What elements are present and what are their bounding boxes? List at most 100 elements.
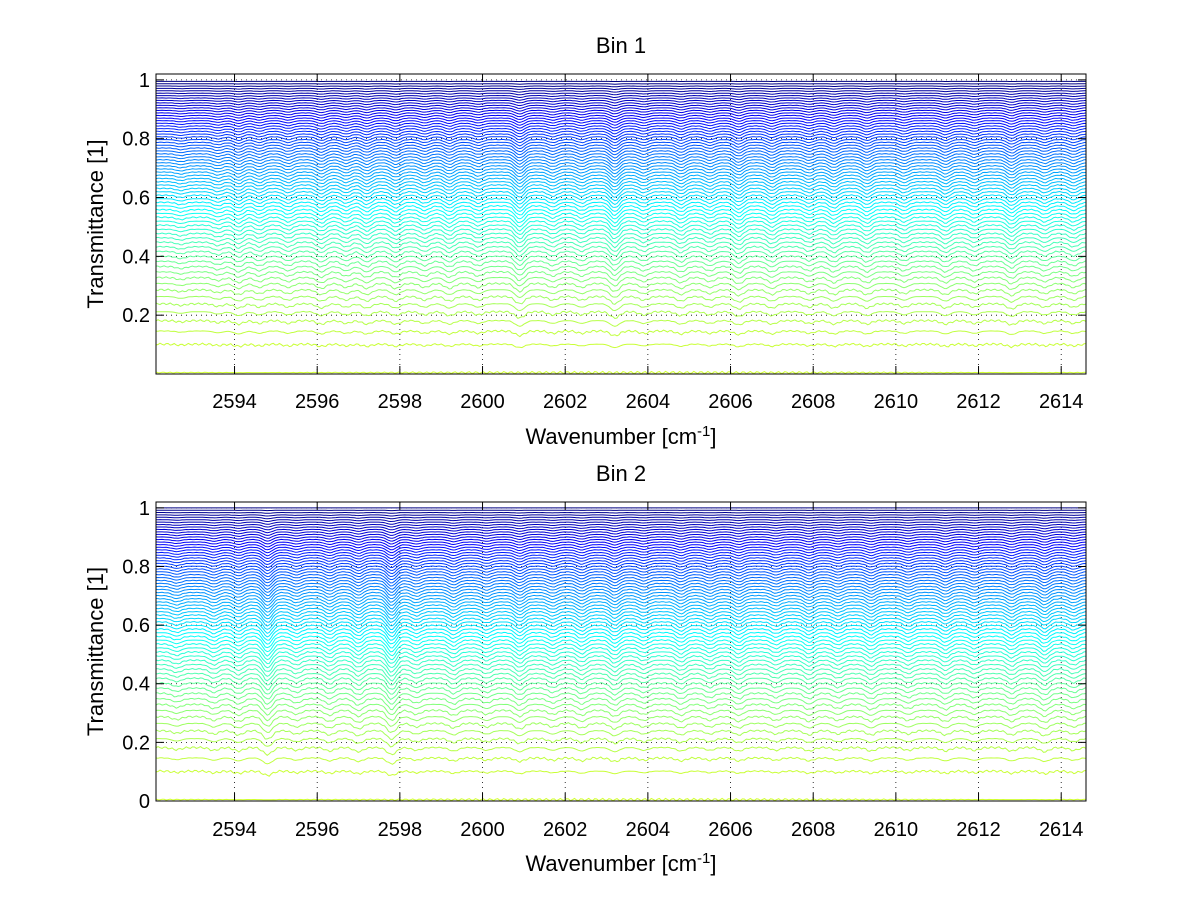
chart-title: Bin 2 <box>596 461 646 486</box>
series-line <box>156 276 1086 287</box>
series-line <box>156 94 1086 99</box>
series-line <box>156 620 1086 634</box>
series-line <box>156 624 1086 638</box>
series-line <box>156 597 1086 610</box>
series-line <box>156 125 1086 132</box>
series-line <box>156 576 1086 587</box>
series-line <box>156 729 1086 740</box>
series-line <box>156 232 1086 244</box>
series-line <box>156 646 1086 661</box>
series-line <box>156 136 1086 144</box>
series-line <box>156 161 1086 172</box>
x-tick-label: 2598 <box>378 391 423 413</box>
series-line <box>156 588 1086 600</box>
x-axis-label: Wavenumber [cm-1] <box>525 850 716 876</box>
series-line <box>156 523 1086 528</box>
series-line <box>156 519 1086 523</box>
series-line <box>156 565 1086 575</box>
series-line <box>156 536 1086 542</box>
x-tick-label: 2610 <box>874 819 919 841</box>
series-line <box>156 187 1086 198</box>
series-line <box>156 109 1086 115</box>
series-line <box>156 177 1086 188</box>
series-line <box>156 737 1086 748</box>
series-line <box>156 102 1086 107</box>
x-tick-label: 2594 <box>212 819 257 841</box>
series-line <box>156 541 1086 548</box>
series-line <box>156 228 1086 240</box>
series-line <box>156 533 1086 539</box>
x-tick-label: 2608 <box>791 819 836 841</box>
series-line <box>156 562 1086 572</box>
series-line <box>156 677 1086 691</box>
x-tick-label: 2612 <box>956 819 1001 841</box>
x-tick-label: 2602 <box>543 819 588 841</box>
series-line <box>156 153 1086 162</box>
series-line <box>156 180 1086 191</box>
y-tick-label: 0.8 <box>122 129 150 151</box>
series-line <box>156 119 1086 126</box>
series-line <box>156 614 1086 627</box>
series-line <box>156 117 1086 123</box>
y-tick-label: 1 <box>139 498 150 520</box>
series-line <box>156 692 1086 705</box>
series-line <box>156 168 1086 178</box>
series-line <box>156 197 1086 209</box>
x-tick-label: 2600 <box>460 391 505 413</box>
series-line <box>156 265 1086 277</box>
y-tick-label: 0.8 <box>122 556 150 578</box>
series-line <box>156 212 1086 224</box>
series-line <box>156 310 1086 320</box>
series-line <box>156 208 1086 220</box>
y-tick-label: 0.2 <box>122 305 150 327</box>
y-axis-label: Transmittance [1] <box>83 567 108 736</box>
chart-panel-1: 2594 2596 2598 2600 2602 2604 2606 2608 2610 2612… <box>83 33 1087 449</box>
x-tick-label: 2604 <box>626 819 671 841</box>
series-line <box>156 138 1086 147</box>
series-line <box>156 709 1086 722</box>
series-line <box>156 295 1086 305</box>
series-line <box>156 122 1086 129</box>
series-line <box>156 236 1086 249</box>
series-line <box>156 521 1086 525</box>
series-line <box>156 127 1086 135</box>
series-line <box>156 667 1086 682</box>
series-line <box>156 543 1086 551</box>
y-tick-label: 0.2 <box>122 732 150 754</box>
series-line <box>156 174 1086 185</box>
series-line <box>156 579 1086 590</box>
series-line <box>156 628 1086 641</box>
series-line <box>156 190 1086 202</box>
series-line <box>156 141 1086 150</box>
y-tick-label: 1 <box>139 70 150 92</box>
series-line <box>156 150 1086 159</box>
series-line <box>156 697 1086 711</box>
series-line <box>156 514 1086 517</box>
series-line <box>156 147 1086 156</box>
series-line <box>156 92 1086 96</box>
series-line <box>156 133 1086 141</box>
series-line <box>156 631 1086 645</box>
series-line <box>156 255 1086 267</box>
series-line <box>156 85 1086 88</box>
series-line <box>156 319 1086 327</box>
series-line <box>156 594 1086 607</box>
series-line <box>156 171 1086 181</box>
x-tick-label: 2596 <box>295 819 340 841</box>
series-line <box>156 650 1086 665</box>
series-line <box>156 568 1086 578</box>
chart-panel-2: 2594 2596 2598 2600 2602 2604 2606 2608 2610 2612… <box>83 461 1087 876</box>
series-line <box>156 245 1086 257</box>
series-line <box>156 302 1086 312</box>
series-line <box>156 573 1086 584</box>
series-line <box>156 546 1086 554</box>
series-line <box>156 270 1086 282</box>
series-line <box>156 686 1086 701</box>
x-tick-label: 2602 <box>543 391 588 413</box>
x-tick-label: 2610 <box>874 391 919 413</box>
chart-title: Bin 1 <box>596 33 646 58</box>
series-line <box>156 538 1086 545</box>
series-line <box>156 329 1086 338</box>
y-tick-label: 0.4 <box>122 674 150 696</box>
